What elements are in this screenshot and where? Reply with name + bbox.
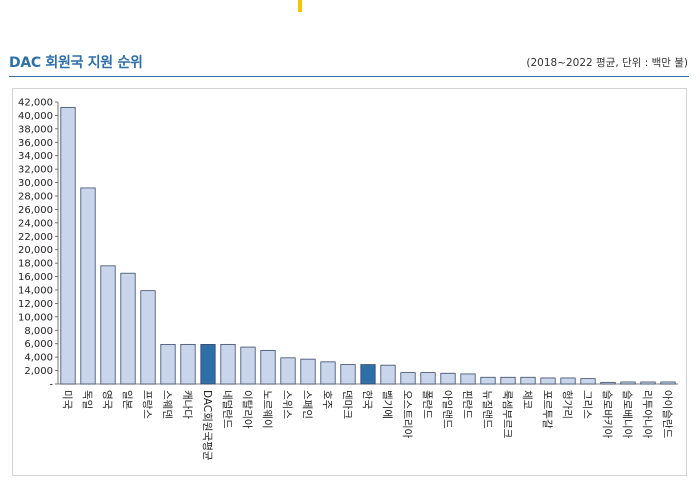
x-tick-label: 네덜란드 (221, 390, 233, 429)
y-axis: - 2,000 4,000 6,000 8,000 10,000 12,000 14,000 1… (18, 98, 678, 391)
bar-오스트리아 (400, 372, 416, 385)
bar-영국 (100, 265, 116, 385)
x-tick-label: 아이슬란드 (661, 390, 673, 439)
bar-덴마크 (340, 364, 356, 385)
x-tick-label: 미국 (61, 390, 73, 410)
y-tick-label: 6,000 (24, 339, 53, 350)
x-tick-label: 슬로베니아 (621, 390, 633, 439)
bar-호주 (320, 361, 336, 385)
bar-아이슬란드 (660, 381, 676, 385)
bar-노르웨이 (260, 350, 276, 385)
x-tick-label: 스위스 (281, 390, 294, 419)
y-tick-label: 40,000 (18, 111, 53, 122)
bar-헝가리 (560, 377, 576, 385)
page-title: DAC 회원국 지원 순위 (9, 55, 143, 71)
x-tick-label: 슬로바키아 (601, 390, 613, 439)
y-tick-label: 38,000 (18, 124, 53, 135)
y-tick-label: 16,000 (18, 272, 53, 283)
bar-DAC회원국평균 (200, 343, 216, 385)
x-tick-label: 리투아니아 (641, 390, 653, 439)
x-tick-label: 포르투갈 (541, 390, 554, 429)
y-tick-label: 42,000 (18, 98, 53, 109)
x-tick-label: 영국 (101, 390, 113, 410)
bar-프랑스 (140, 290, 156, 385)
y-tick-label: 4,000 (24, 353, 53, 364)
x-tick-label: 핀란드 (461, 390, 473, 419)
x-tick-label: 헝가리 (561, 390, 573, 419)
bar-한국 (360, 364, 376, 385)
y-tick-label: 34,000 (18, 151, 53, 162)
unit-note: (2018~2022 평균, 단위 : 백만 불) (526, 57, 688, 69)
y-tick-label: - (49, 380, 53, 391)
y-tick-label: 20,000 (18, 245, 53, 256)
bar-리투아니아 (640, 381, 656, 385)
bar-벨기에 (380, 364, 396, 385)
y-tick-label: 28,000 (18, 192, 53, 203)
y-tick-label: 26,000 (18, 205, 53, 216)
y-tick-label: 8,000 (24, 326, 53, 337)
y-tick-label: 14,000 (18, 286, 53, 297)
bar-series (60, 106, 676, 385)
x-tick-label: 아일랜드 (441, 390, 454, 429)
bar-뉴질랜드 (480, 376, 496, 385)
bar-캐나다 (180, 343, 196, 385)
y-tick-label: 12,000 (18, 299, 53, 310)
y-tick-label: 2,000 (24, 366, 53, 377)
bar-룩셈부르크 (500, 376, 516, 385)
x-tick-label: 호주 (321, 390, 333, 410)
y-tick-label: 30,000 (18, 178, 53, 189)
x-tick-label: DAC회원국평균 (201, 390, 213, 461)
bar-슬로베니아 (620, 381, 636, 385)
x-tick-label: 노르웨이 (261, 390, 273, 429)
x-tick-label: 그리스 (581, 390, 593, 419)
x-tick-label: 벨기에 (381, 390, 393, 419)
bar-스페인 (300, 358, 316, 385)
x-axis-labels: 미국 독일 영국 일본 프랑스 스웨덴 캐나다 DAC회원국평균 네덜란드 이탈리아 노르웨이 스위스… (61, 390, 673, 461)
bar-폴란드 (420, 372, 436, 385)
x-tick-label: 폴란드 (421, 390, 433, 419)
x-tick-label: 스웨덴 (161, 390, 173, 419)
bar-네덜란드 (220, 343, 236, 385)
bar-핀란드 (460, 373, 476, 385)
x-tick-label: 덴마크 (341, 390, 353, 419)
bar-미국 (60, 106, 76, 385)
title-divider (9, 76, 689, 77)
y-tick-label: 18,000 (18, 259, 53, 270)
x-tick-label: 한국 (361, 390, 373, 410)
accent-mark (298, 0, 302, 12)
bar-스웨덴 (160, 343, 176, 385)
x-tick-label: 캐나다 (181, 390, 193, 419)
x-tick-label: 뉴질랜드 (481, 390, 493, 429)
y-tick-label: 32,000 (18, 165, 53, 176)
y-tick-label: 10,000 (18, 312, 53, 323)
bar-스위스 (280, 357, 296, 385)
x-tick-label: 스페인 (301, 390, 313, 419)
x-tick-label: 프랑스 (141, 390, 153, 419)
y-tick-label: 24,000 (18, 218, 53, 229)
x-tick-label: 오스트리아 (401, 390, 413, 439)
bar-그리스 (580, 378, 596, 385)
bar-포르투갈 (540, 377, 556, 385)
x-tick-label: 일본 (121, 390, 134, 410)
x-tick-label: 체코 (521, 390, 533, 410)
x-tick-label: 이탈리아 (241, 390, 254, 429)
bar-일본 (120, 272, 136, 385)
x-tick-label: 룩셈부르크 (501, 390, 513, 439)
y-tick-label: 36,000 (18, 138, 53, 149)
bar-슬로바키아 (600, 381, 616, 385)
bar-이탈리아 (240, 346, 256, 385)
bar-아일랜드 (440, 372, 456, 385)
x-tick-label: 독일 (81, 390, 94, 409)
bar-체코 (520, 376, 536, 385)
bar-독일 (80, 187, 96, 385)
y-tick-label: 22,000 (18, 232, 53, 243)
